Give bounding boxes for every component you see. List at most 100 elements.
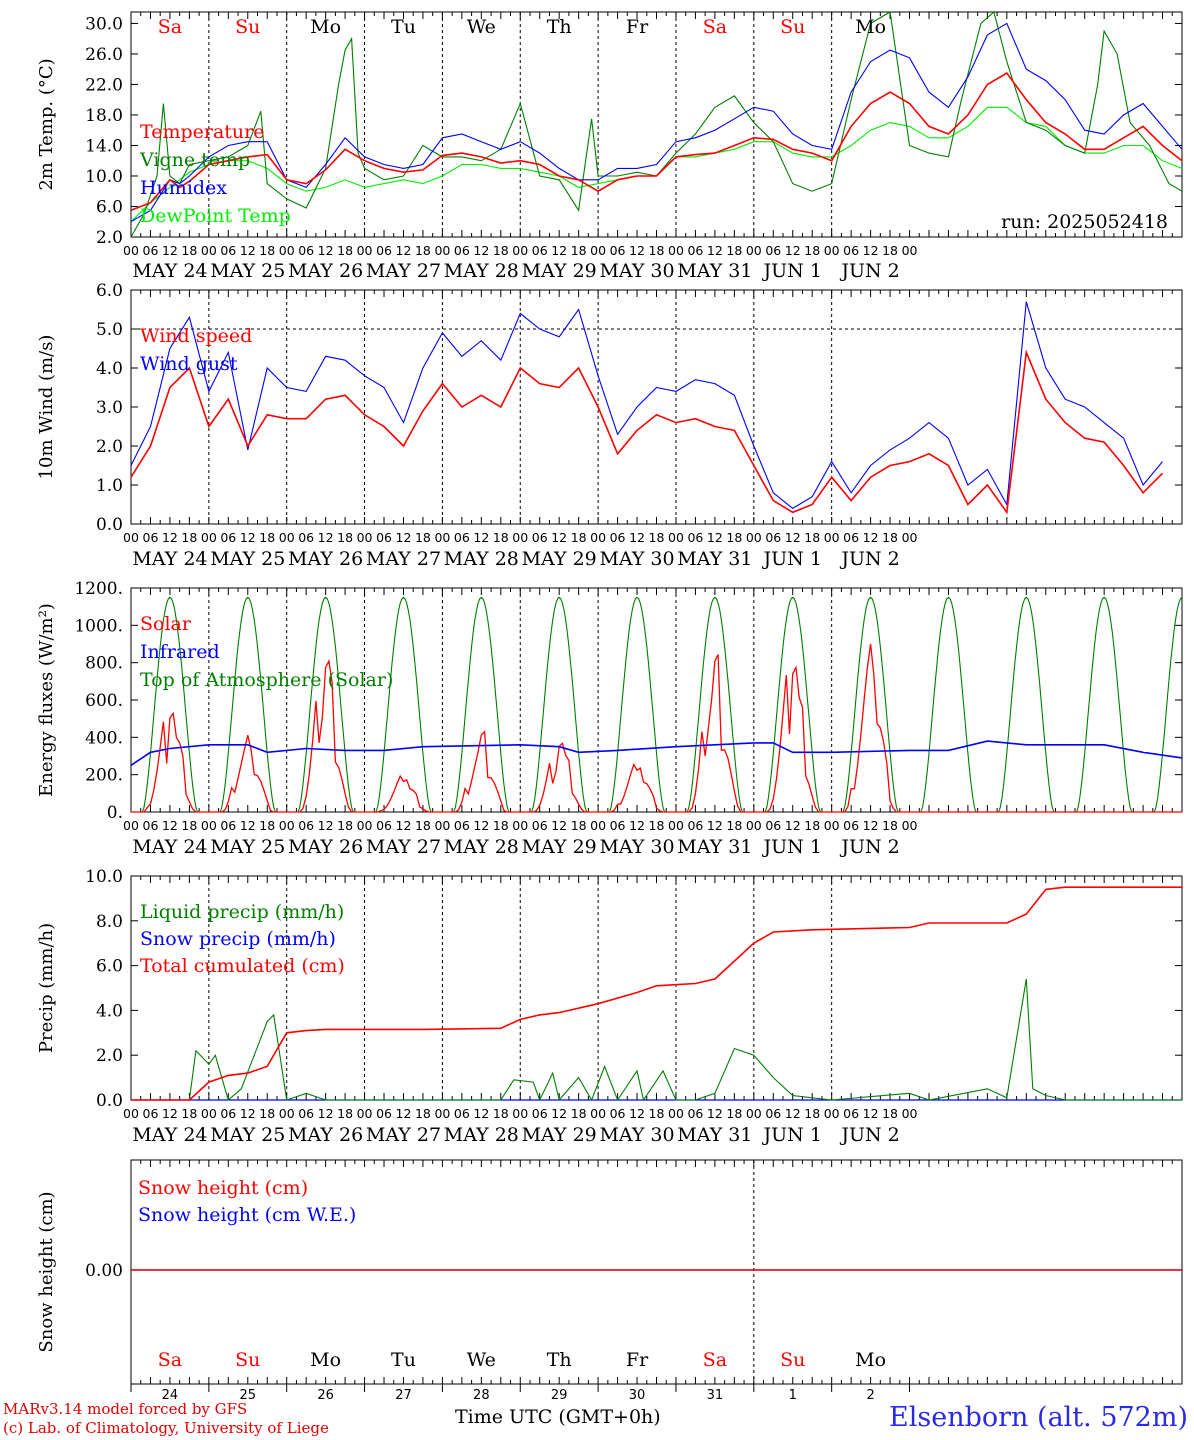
hour-tick-label: 18: [493, 1106, 509, 1121]
hour-tick-label: 00: [512, 530, 528, 545]
date-label: MAY 27: [366, 260, 441, 282]
hour-tick-label: 18: [804, 818, 820, 833]
y-tick-label: 2.0: [96, 228, 123, 248]
hour-tick-label: 06: [454, 818, 470, 833]
date-label: MAY 29: [522, 548, 597, 570]
legend-entry: Total cumulated (cm): [140, 955, 345, 977]
y-tick-label: 8.0: [96, 912, 123, 932]
date-label: MAY 31: [677, 1124, 752, 1146]
hour-tick-label: 12: [785, 818, 801, 833]
hour-tick-label: 06: [143, 818, 159, 833]
date-label: MAY 27: [366, 548, 441, 570]
day-name-bottom: Tu: [391, 1349, 416, 1371]
footer-copyright: (c) Lab. of Climatology, University of L…: [3, 1419, 329, 1437]
date-label: MAY 31: [677, 836, 752, 858]
hour-tick-label: 06: [298, 530, 314, 545]
hour-tick-label: 00: [746, 1106, 762, 1121]
hour-tick-label: 00: [279, 1106, 295, 1121]
series-top-of-atmosphere: [131, 596, 1183, 813]
hour-tick-label: 06: [143, 243, 159, 258]
footer-time-label: Time UTC (GMT+0h): [455, 1406, 661, 1428]
date-label: MAY 26: [288, 260, 363, 282]
hour-tick-label: 00: [123, 818, 139, 833]
hour-tick-label: 18: [181, 818, 197, 833]
hour-tick-label: 12: [318, 1106, 334, 1121]
day-name-bottom: We: [467, 1349, 496, 1371]
hour-tick-label: 12: [396, 1106, 412, 1121]
date-label: MAY 28: [444, 548, 519, 570]
hour-tick-label: 00: [201, 1106, 217, 1121]
hour-tick-label: 00: [512, 1106, 528, 1121]
hour-tick-label: 12: [162, 1106, 178, 1121]
day-name-top: Mo: [310, 16, 341, 38]
hour-tick-label: 12: [162, 818, 178, 833]
legend-entry: Temperature: [140, 121, 264, 143]
bottom-day-number: 26: [317, 1388, 334, 1403]
hour-tick-label: 12: [863, 530, 879, 545]
day-name-top: Sa: [158, 16, 182, 38]
hour-tick-label: 06: [143, 1106, 159, 1121]
y-tick-label: 5.0: [96, 320, 123, 340]
hour-tick-label: 12: [863, 818, 879, 833]
date-label: MAY 24: [132, 836, 207, 858]
date-label: MAY 24: [132, 1124, 207, 1146]
hour-tick-label: 18: [181, 1106, 197, 1121]
hour-tick-label: 00: [668, 1106, 684, 1121]
hour-tick-label: 18: [804, 530, 820, 545]
run-label: run: 2025052418: [1001, 211, 1168, 233]
hour-tick-label: 06: [376, 818, 392, 833]
date-label: MAY 29: [522, 1124, 597, 1146]
y-axis-label: 2m Temp. (°C): [36, 58, 57, 190]
hour-tick-label: 18: [804, 243, 820, 258]
hour-tick-label: 06: [532, 530, 548, 545]
hour-tick-label: 06: [843, 818, 859, 833]
hour-tick-label: 06: [220, 818, 236, 833]
hour-tick-label: 00: [746, 530, 762, 545]
hour-tick-label: 06: [220, 530, 236, 545]
y-axis-label: Snow height (cm): [36, 1191, 57, 1352]
hour-tick-label: 06: [765, 243, 781, 258]
y-tick-label: 10.0: [85, 867, 123, 887]
hour-tick-label: 18: [726, 530, 742, 545]
hour-tick-label: 00: [434, 1106, 450, 1121]
hour-tick-label: 18: [259, 243, 275, 258]
hour-tick-label: 18: [726, 818, 742, 833]
hour-tick-label: 12: [396, 818, 412, 833]
hour-tick-label: 12: [629, 1106, 645, 1121]
day-name-bottom: Sa: [703, 1349, 727, 1371]
y-tick-label: 1200.: [74, 579, 123, 599]
hour-tick-label: 06: [220, 1106, 236, 1121]
hour-tick-label: 12: [629, 530, 645, 545]
hour-tick-label: 06: [610, 530, 626, 545]
hour-tick-label: 06: [298, 1106, 314, 1121]
y-tick-label: 2.0: [96, 437, 123, 457]
hour-tick-label: 06: [298, 243, 314, 258]
hour-tick-label: 12: [318, 243, 334, 258]
bottom-day-number: 30: [629, 1388, 646, 1403]
hour-tick-label: 18: [337, 818, 353, 833]
hour-tick-label: 00: [512, 243, 528, 258]
panel-frame-0: [130, 11, 1183, 238]
date-label: MAY 25: [210, 548, 285, 570]
date-label: MAY 26: [288, 1124, 363, 1146]
series-solar: [131, 643, 1182, 813]
legend-entry: Solar: [140, 613, 192, 635]
hour-tick-label: 12: [785, 530, 801, 545]
hour-tick-label: 12: [240, 1106, 256, 1121]
hour-tick-label: 12: [473, 1106, 489, 1121]
hour-tick-label: 12: [785, 1106, 801, 1121]
date-label: MAY 30: [599, 548, 674, 570]
date-label: MAY 29: [522, 836, 597, 858]
hour-tick-label: 00: [357, 530, 373, 545]
date-label: MAY 26: [288, 836, 363, 858]
y-tick-label: 10.0: [85, 167, 123, 187]
y-tick-label: 4.0: [96, 1001, 123, 1021]
legend-entry: Vigne temp: [139, 149, 250, 171]
y-tick-label: 0.0: [96, 515, 123, 535]
hour-tick-label: 00: [357, 243, 373, 258]
series-liquid-precip: [131, 978, 1182, 1102]
hour-tick-label: 18: [259, 1106, 275, 1121]
date-label: JUN 2: [839, 548, 899, 570]
day-name-top: Th: [547, 16, 572, 38]
hour-tick-label: 00: [434, 530, 450, 545]
